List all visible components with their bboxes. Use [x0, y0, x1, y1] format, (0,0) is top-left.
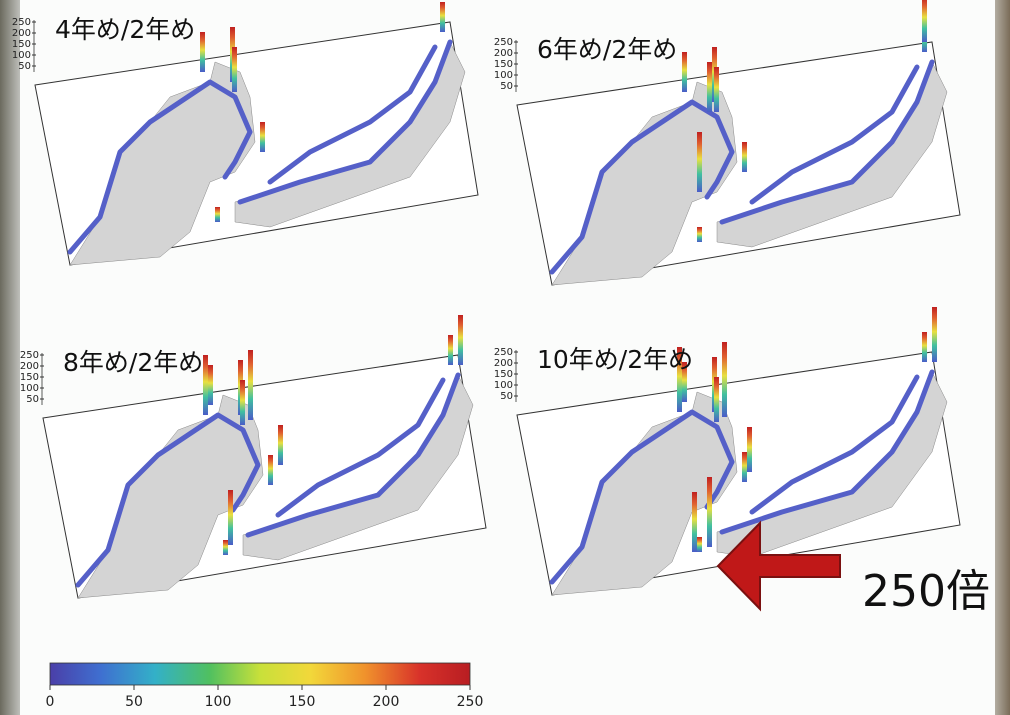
z-tick-label: 50 [500, 81, 513, 92]
z-tick-label: 50 [18, 61, 31, 72]
z-tick-label: 150 [494, 369, 513, 380]
data-bar [714, 67, 719, 112]
z-tick-label: 150 [494, 59, 513, 70]
data-bar [722, 342, 727, 417]
z-tick-label: 250 [20, 350, 39, 361]
colorbar-tick-label: 50 [125, 694, 143, 710]
data-bar [707, 477, 712, 547]
data-bar [208, 365, 213, 405]
data-bar [742, 452, 747, 482]
z-tick-label: 50 [500, 391, 513, 402]
z-tick-label: 200 [494, 48, 513, 59]
data-bar [697, 537, 702, 552]
data-bar [440, 2, 445, 32]
panel-title: 8年め/2年め [63, 348, 203, 377]
data-bar [268, 455, 273, 485]
z-tick-label: 100 [494, 380, 513, 391]
z-tick-label: 250 [494, 347, 513, 358]
z-tick-label: 250 [12, 17, 31, 28]
z-tick-label: 250 [494, 37, 513, 48]
data-bar [697, 227, 702, 242]
colorbar-tick-label: 100 [205, 694, 232, 710]
z-tick-label: 150 [20, 372, 39, 383]
slide: 4年め/2年め250200150100506年め/2年め250200150100… [0, 0, 1010, 715]
data-bar [458, 315, 463, 365]
data-bar [215, 207, 220, 222]
data-bar [232, 47, 237, 92]
data-bar [682, 52, 687, 92]
data-bar [200, 32, 205, 72]
data-bar [692, 492, 697, 552]
z-tick-label: 200 [12, 28, 31, 39]
data-bar [707, 62, 712, 112]
data-bar [932, 307, 937, 362]
colorbar [50, 663, 470, 685]
annotation: 250倍 [862, 566, 990, 617]
z-tick-label: 100 [20, 383, 39, 394]
data-bar [228, 490, 233, 545]
panel-title: 10年め/2年め [537, 345, 693, 374]
data-bar [448, 335, 453, 365]
z-tick-label: 50 [26, 394, 39, 405]
page: 4年め/2年め250200150100506年め/2年め250200150100… [0, 0, 1010, 715]
data-bar [922, 0, 927, 42]
colorbar-tick-label: 0 [46, 694, 55, 710]
data-bar [747, 427, 752, 472]
data-bar [203, 355, 208, 415]
z-tick-label: 100 [494, 70, 513, 81]
panel-title: 4年め/2年め [55, 15, 195, 44]
data-bar [922, 332, 927, 362]
panel-title: 6年め/2年め [537, 35, 677, 64]
data-bar [223, 540, 228, 555]
colorbar-tick-label: 250 [457, 694, 484, 710]
z-tick-label: 200 [20, 361, 39, 372]
z-tick-label: 100 [12, 50, 31, 61]
data-bar [248, 350, 253, 420]
data-bar [260, 122, 265, 152]
data-bar [278, 425, 283, 465]
data-bar [240, 380, 245, 425]
data-bar [742, 142, 747, 172]
colorbar-tick-label: 150 [289, 694, 316, 710]
data-bar [697, 132, 702, 192]
colorbar-tick-label: 200 [373, 694, 400, 710]
data-bar [714, 377, 719, 422]
z-tick-label: 200 [494, 358, 513, 369]
z-tick-label: 150 [12, 39, 31, 50]
